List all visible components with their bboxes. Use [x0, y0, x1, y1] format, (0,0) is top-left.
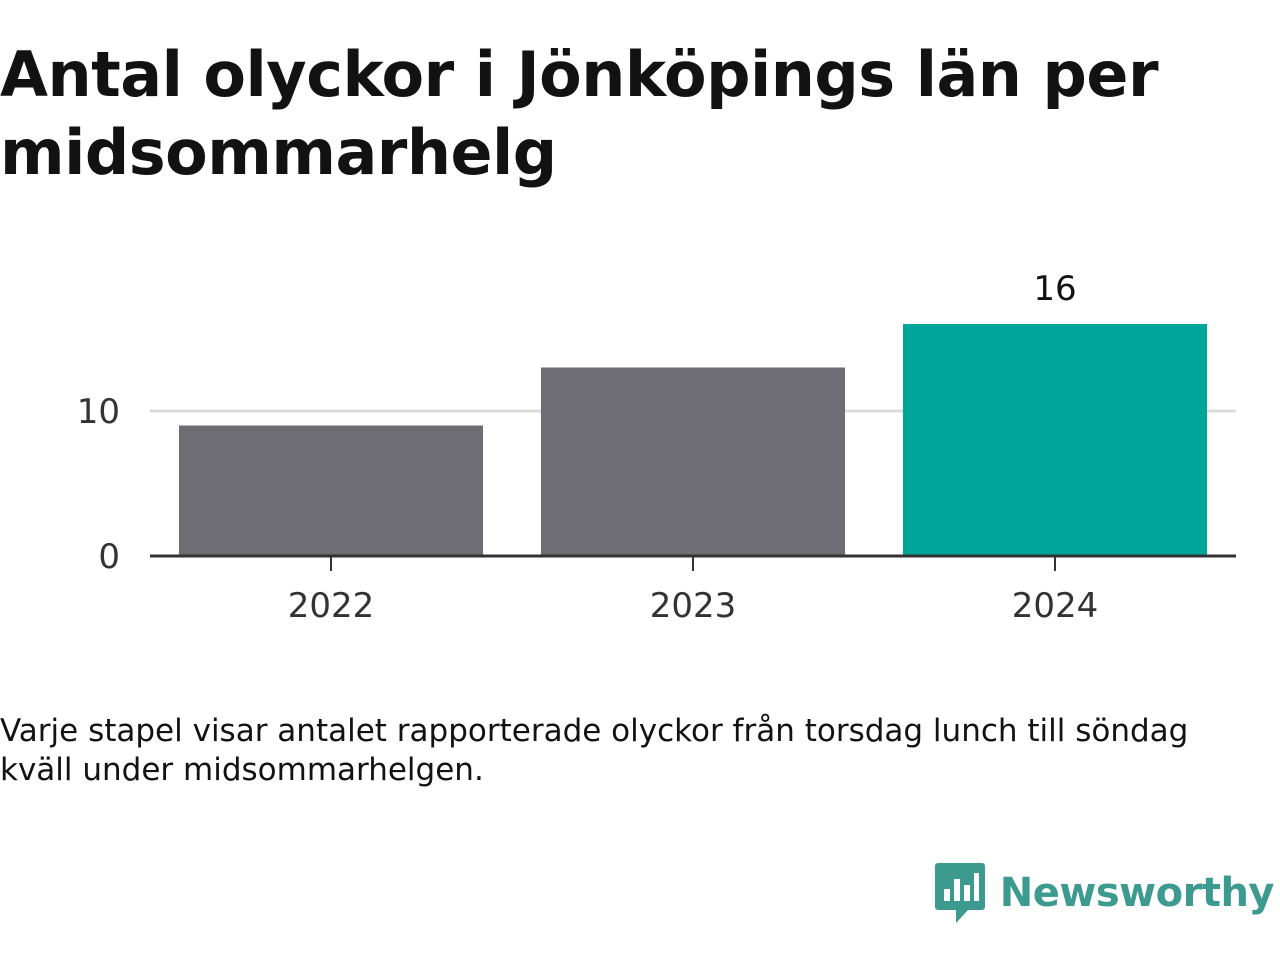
bar-2023	[540, 367, 846, 556]
brand-name: Newsworthy	[999, 870, 1275, 916]
y-tick-labels: 0 10	[77, 392, 120, 577]
x-tick-label: 2023	[650, 586, 737, 626]
chart-caption: Varje stapel visar antalet rapporterade …	[0, 713, 1189, 788]
bars	[178, 324, 1208, 556]
chart-title: Antal olyckor i Jönköpings län per midso…	[0, 38, 1159, 189]
bar-2022	[178, 425, 484, 556]
x-tick-label: 2024	[1012, 586, 1099, 626]
y-tick-label: 10	[77, 392, 120, 432]
logo-bar-4	[973, 873, 979, 901]
y-tick-label: 0	[98, 537, 120, 577]
bar-2024	[902, 324, 1208, 556]
data-label: 16	[1033, 269, 1076, 309]
x-tick-labels: 2022 2023 2024	[288, 586, 1099, 626]
newsworthy-logo: Newsworthy	[934, 860, 1275, 926]
bar-chart: 0 10 2022 2023 2024 16	[77, 269, 1236, 626]
x-tick-label: 2022	[288, 586, 375, 626]
logo-bar-1	[943, 889, 950, 901]
x-axis	[150, 554, 1236, 571]
value-labels: 16	[1033, 269, 1076, 309]
logo-bar-3	[963, 885, 970, 901]
logo-bar-2	[953, 879, 960, 901]
bar-chart-speech-bubble-icon	[934, 863, 985, 923]
